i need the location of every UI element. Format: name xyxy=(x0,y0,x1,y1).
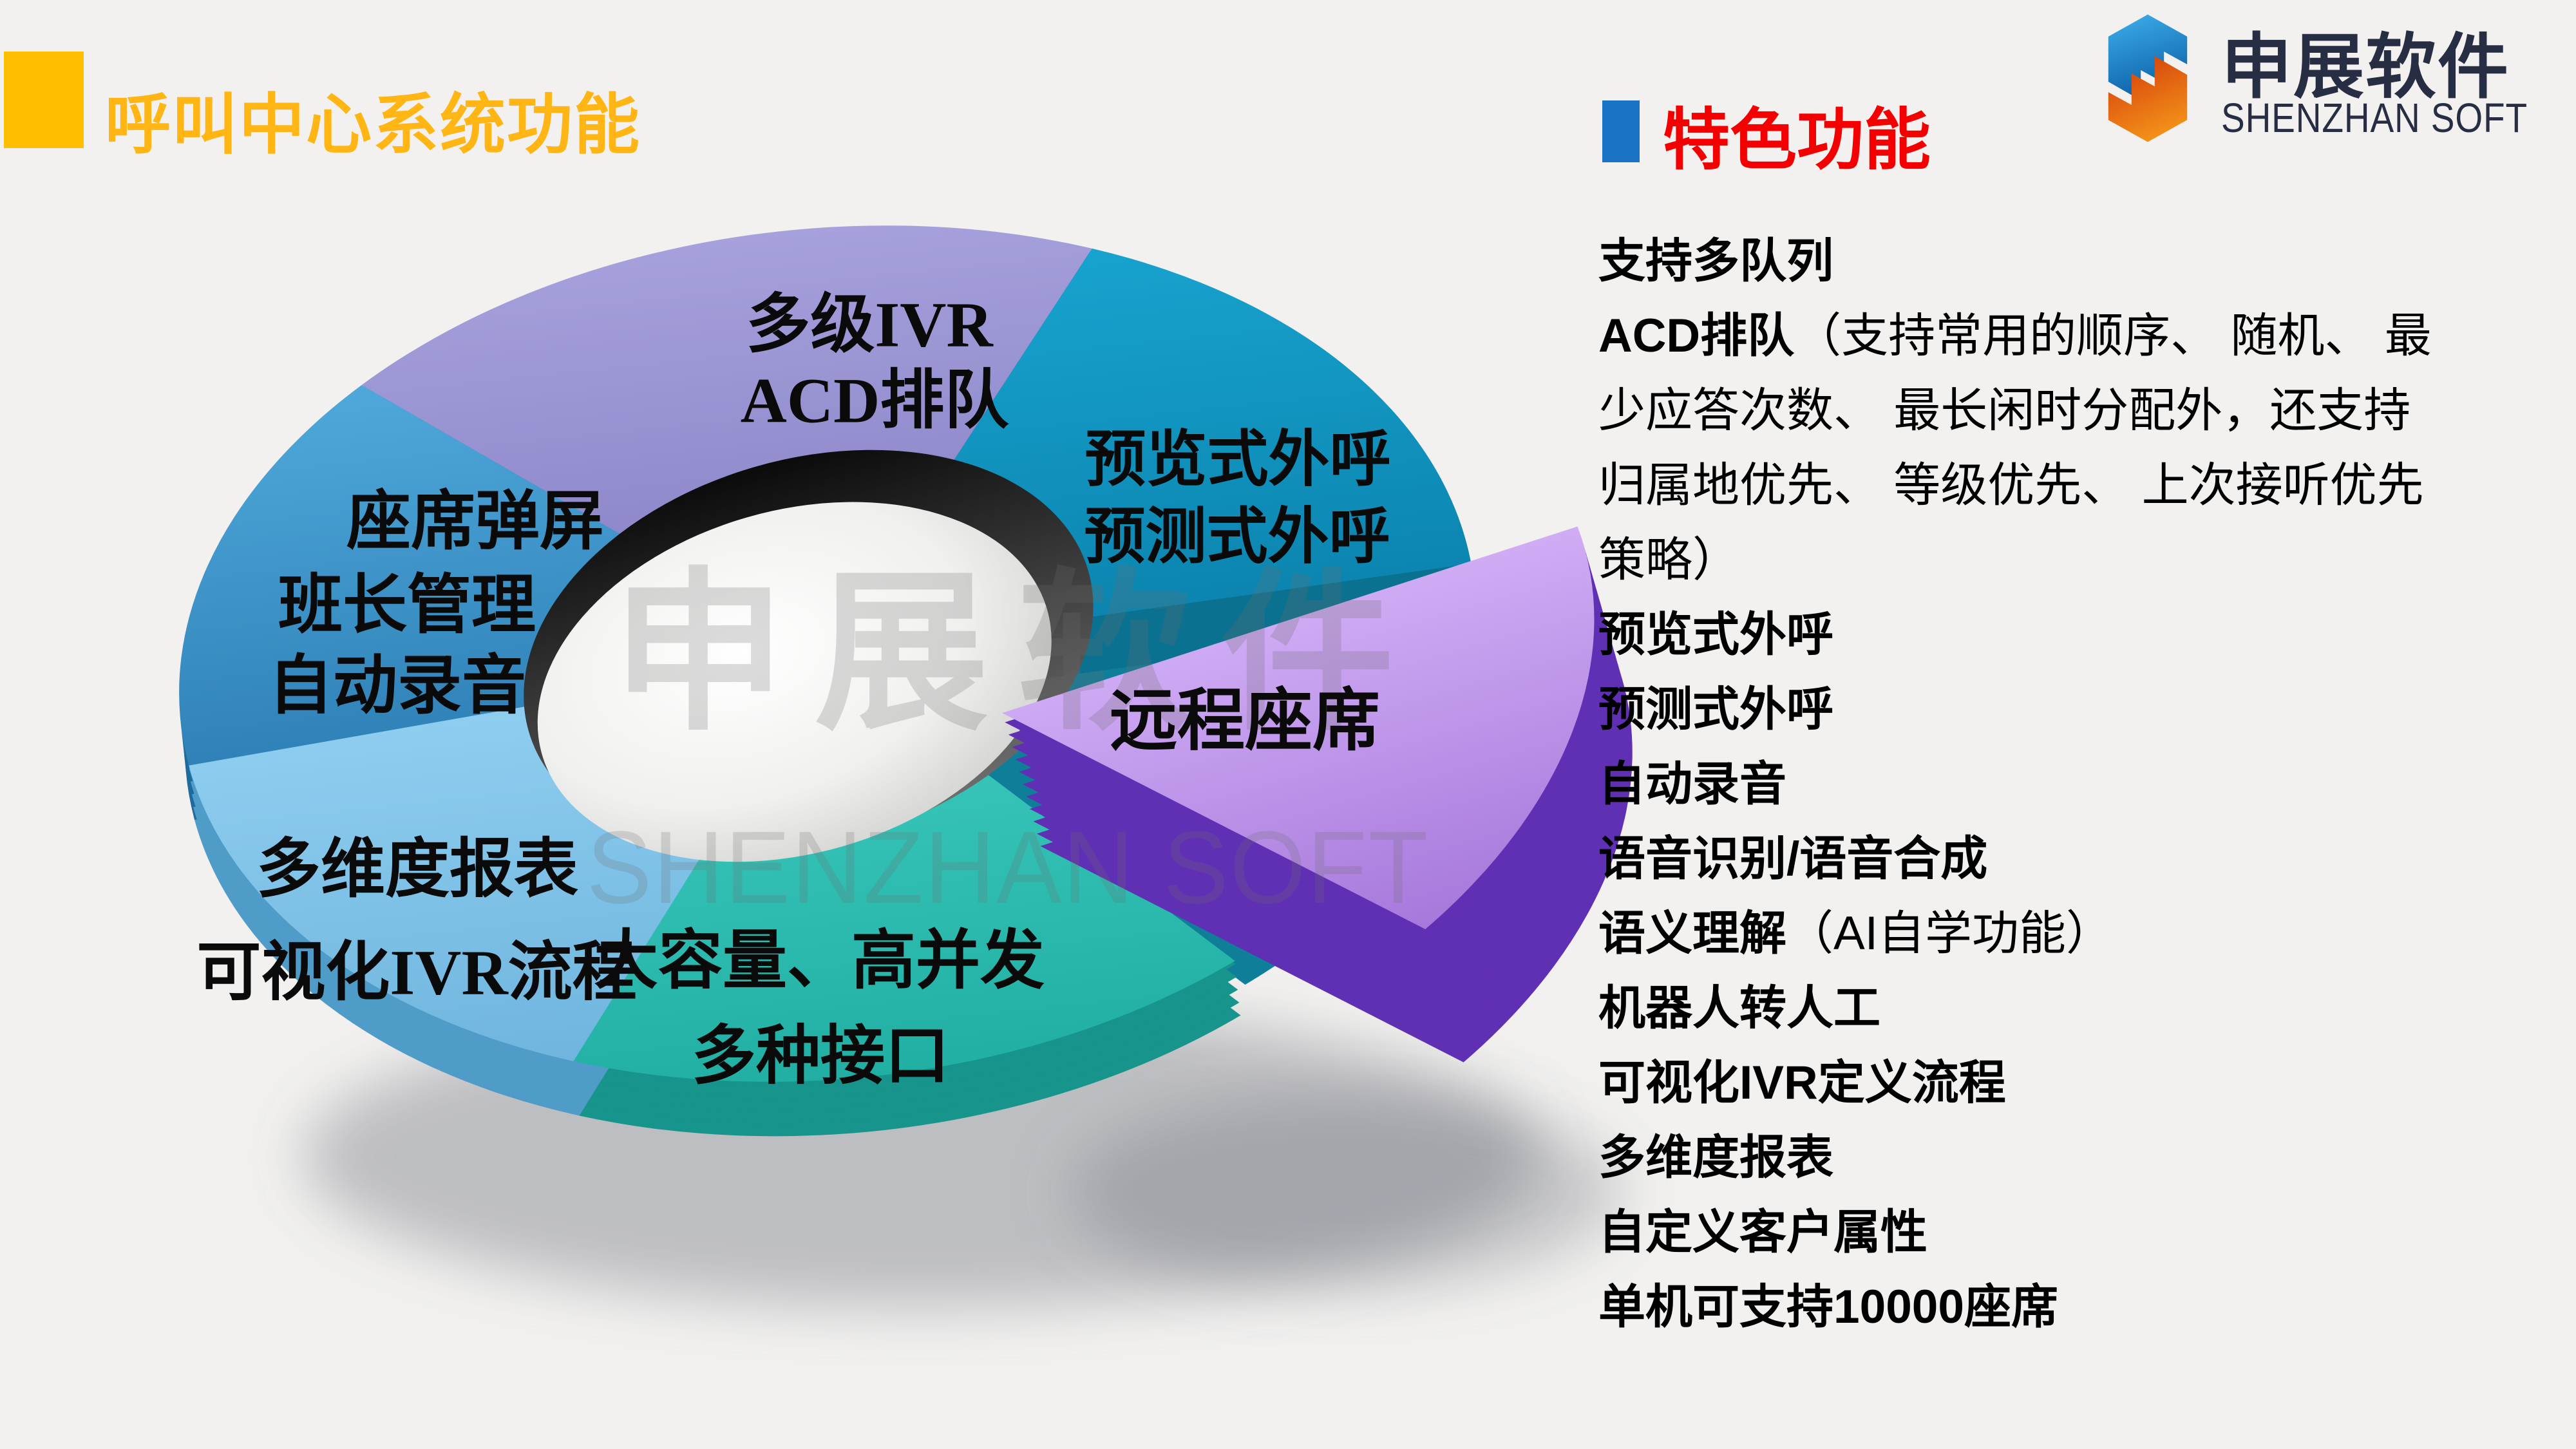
feature-line: 少应答次数、 最长闲时分配外，还支持 xyxy=(1598,384,2411,437)
feature-line: 单机可支持10000座席 xyxy=(1598,1281,2058,1333)
pie-label-monitor-manage: 班长管理 xyxy=(278,569,536,641)
pie-label-agent-popup: 座席弹屏 xyxy=(346,486,604,558)
watermark-text: 申展软件 xyxy=(612,556,1423,751)
feature-line: 预测式外呼 xyxy=(1598,683,1833,735)
pie-label-predict-dial: 预测式外呼 xyxy=(1084,502,1390,571)
page-title: 呼叫中心系统功能 xyxy=(105,88,641,162)
company-logo: 申展软件 SHENZHAN SOFT xyxy=(2090,12,2553,160)
pie-label-multilevel-ivr: 多级IVR xyxy=(746,289,993,361)
heading-bullet-square xyxy=(1602,100,1640,162)
pie-label-reports: 多维度报表 xyxy=(256,833,578,905)
feature-line: 多维度报表 xyxy=(1598,1132,1833,1184)
feature-line: ACD排队（支持常用的顺序、 随机、 最 xyxy=(1598,310,2432,362)
feature-line: 归属地优先、 等级优先、 上次接听优先 xyxy=(1598,459,2424,511)
shenzhan-logo-icon xyxy=(2108,14,2188,142)
pie-label-capacity: 大容量、高并发 xyxy=(594,925,1045,997)
pie-label-acd-queue: ACD排队 xyxy=(740,365,1009,437)
feature-line: 预览式外呼 xyxy=(1598,609,1833,661)
feature-line: 语义理解（AI自学功能） xyxy=(1598,907,2113,960)
feature-line: 策略） xyxy=(1598,534,1739,586)
feature-line: 机器人转人工 xyxy=(1598,982,1880,1034)
panel-heading: 特色功能 xyxy=(1663,103,1931,178)
feature-line: 可视化IVR定义流程 xyxy=(1598,1057,2006,1109)
pie-label-auto-record: 自动录音 xyxy=(269,650,526,722)
pie-label-interfaces: 多种接口 xyxy=(692,1020,949,1092)
feature-line: 支持多队列 xyxy=(1598,235,1833,287)
logo-company-name: 申展软件 xyxy=(2221,28,2510,107)
feature-line: 语音识别/语音合成 xyxy=(1598,833,1988,885)
pie-label-visual-ivr: 可视化IVR流程 xyxy=(196,936,637,1009)
feature-line: 自动录音 xyxy=(1598,758,1786,810)
feature-line: 自定义客户属性 xyxy=(1598,1206,1927,1258)
pie-label-preview-dial: 预览式外呼 xyxy=(1084,425,1391,494)
pie-label-remote-agent: 远程座席 xyxy=(1109,683,1381,759)
logo-company-subtitle: SHENZHAN SOFT xyxy=(2221,95,2528,141)
title-accent-square xyxy=(4,52,84,148)
watermark-subtext: SHENZHAN SOFT xyxy=(586,810,1430,925)
feature-list: 支持多队列 ACD排队（支持常用的顺序、 随机、 最 少应答次数、 最长闲时分配… xyxy=(1598,224,2500,1345)
